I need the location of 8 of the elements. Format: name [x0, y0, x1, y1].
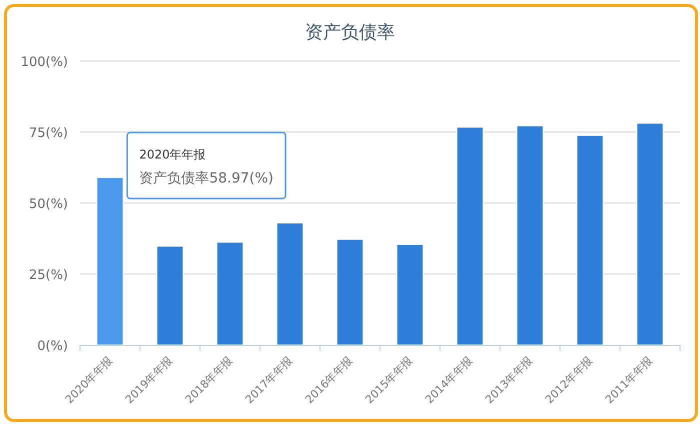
y-tick-label: 50(%) [28, 197, 68, 212]
y-tick-label: 100(%) [20, 55, 68, 70]
y-tick-label: 0(%) [37, 339, 68, 354]
y-tick-label: 25(%) [28, 268, 68, 283]
annotation: 资产负债率58.97(%) [139, 170, 274, 187]
title: 资产负债率 [305, 22, 395, 43]
annotation: 2020年年报 [139, 148, 206, 162]
y-tick-label: 75(%) [28, 126, 68, 141]
